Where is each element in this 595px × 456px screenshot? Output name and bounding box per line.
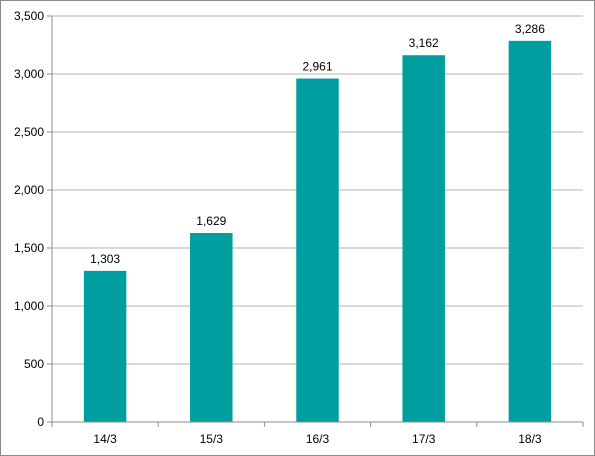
y-tick-label: 1,500: [14, 241, 44, 255]
bar-16-3: [296, 78, 339, 423]
data-label: 1,303: [90, 252, 120, 266]
bars: 1,303 1,629 2,961 3,162 3,286: [83, 22, 552, 423]
bar-17-3: [402, 55, 445, 422]
data-label: 1,629: [196, 214, 226, 228]
y-tick-label: 2,500: [14, 125, 44, 139]
y-tick-label: 2,000: [14, 183, 44, 197]
bar-15-3: [190, 233, 233, 422]
x-axis: 14/3 15/3 16/3 17/3 18/3: [51, 421, 584, 446]
data-label: 3,286: [515, 22, 545, 36]
y-axis: 0 500 1,000 1,500 2,000 2,500 3,000 3,500: [14, 9, 53, 429]
data-label: 3,162: [409, 36, 439, 50]
y-tick-label: 500: [24, 357, 44, 371]
y-tick-label: 3,500: [14, 9, 44, 23]
bar-18-3: [508, 40, 552, 422]
bar-14-3: [83, 270, 127, 422]
x-tick-label: 16/3: [306, 432, 330, 446]
x-tick-label: 15/3: [200, 432, 224, 446]
x-tick-label: 18/3: [518, 432, 542, 446]
data-label: 2,961: [302, 60, 332, 74]
y-tick-label: 3,000: [14, 67, 44, 81]
y-tick-label: 0: [37, 415, 44, 429]
x-tick-label: 17/3: [412, 432, 436, 446]
y-tick-label: 1,000: [14, 299, 44, 313]
x-tick-label: 14/3: [93, 432, 117, 446]
